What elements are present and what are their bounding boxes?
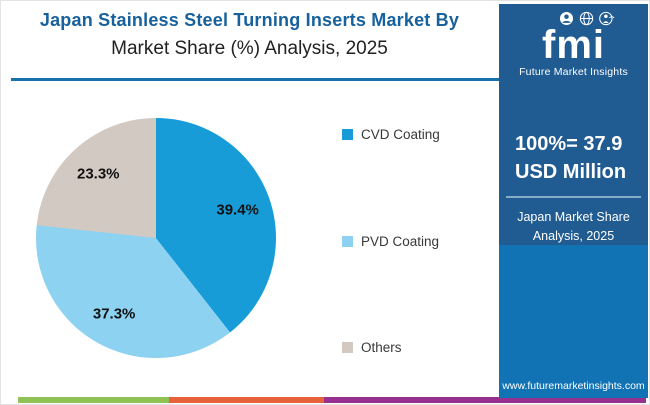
legend-swatch (342, 235, 353, 247)
logo-text: fmi (542, 23, 605, 67)
stripe-purple (324, 397, 646, 403)
stripe-green (18, 397, 169, 403)
legend-label: CVD Coating (361, 127, 440, 142)
pie-slice-label: 37.3% (92, 305, 136, 323)
stats-block: 100%= 37.9 USD Million Japan Market Shar… (499, 130, 648, 245)
person-icon (559, 11, 574, 26)
caption-line1: Japan Market Share (517, 209, 630, 224)
legend-swatch (342, 129, 353, 140)
fmi-logo: fmi Future Market Insights (499, 10, 648, 78)
title-line1: Japan Stainless Steel Turning Inserts Ma… (39, 10, 460, 30)
footer-stripe (18, 397, 646, 403)
stats-divider (506, 195, 641, 198)
pie-slice-label: 23.3% (76, 165, 120, 183)
legend-label: Others (361, 340, 402, 355)
pie-chart: 39.4% 37.3% 23.3% (36, 118, 276, 358)
legend-swatch (342, 342, 353, 353)
legend-item-pvd-coating: PVD Coating (342, 234, 440, 249)
title-line2: Market Share (%) Analysis, 2025 (111, 38, 388, 59)
stat-line2: USD Million (515, 161, 627, 184)
pie-legend: CVD Coating PVD Coating Others (342, 127, 440, 355)
header: Japan Stainless Steel Turning Inserts Ma… (1, 1, 498, 60)
legend-label: PVD Coating (361, 233, 440, 249)
title-underline (11, 78, 499, 81)
stat-line1: 100%= 37.9 (515, 133, 623, 155)
pie-slice-label: 39.4% (216, 201, 259, 219)
caption-line2: Analysis, 2025 (532, 228, 615, 243)
website-url: www.futuremarketinsights.com (502, 380, 645, 392)
stripe-orange (169, 397, 324, 403)
stats-caption: Japan Market Share Analysis, 2025 (515, 208, 632, 246)
logo-subtext: Future Market Insights (519, 66, 628, 78)
waving-person-icon (598, 11, 615, 26)
logo-icon-row (525, 10, 648, 26)
sidebar-bottom-panel: www.futuremarketinsights.com (499, 245, 648, 398)
sidebar: fmi Future Market Insights 100%= 37.9 US… (499, 4, 648, 398)
legend-item-others: Others (342, 340, 440, 355)
globe-icon (579, 11, 594, 26)
legend-item-cvd-coating: CVD Coating (342, 127, 440, 142)
